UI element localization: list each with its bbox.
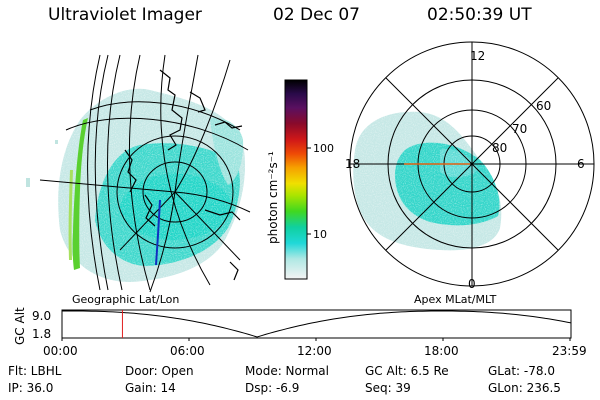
mlat-label-60: 60 xyxy=(536,99,551,113)
geographic-grid xyxy=(39,54,251,293)
mlt-label-6: 6 xyxy=(577,157,585,171)
time-label: 02:50:39 UT xyxy=(427,5,532,25)
door-readout: Door: Open xyxy=(125,364,194,378)
mode-readout: Mode: Normal xyxy=(245,364,329,378)
left-speck xyxy=(26,178,30,187)
glat-readout: GLat: -78.0 xyxy=(488,364,555,378)
colorbar-tick-10: 10 xyxy=(313,228,327,241)
altitude-timeline: GC Alt 9.0 1.8 xyxy=(13,307,572,345)
timeline-xtick: 06:00 xyxy=(170,344,205,358)
magnetic-polar-plot: 12 18 6 0 60 70 80 xyxy=(345,41,595,291)
colorbar-tick-100: 100 xyxy=(313,142,334,155)
polar-grid xyxy=(349,41,595,287)
instrument-title: Ultraviolet Imager xyxy=(48,5,202,25)
dsp-readout: Dsp: -6.9 xyxy=(245,381,300,395)
ip-readout: IP: 36.0 xyxy=(8,381,54,395)
timeline-ytick-max: 9.0 xyxy=(32,309,51,323)
magnetic-map-label: Apex MLat/MLT xyxy=(414,293,497,306)
geographic-map xyxy=(26,54,251,293)
mlat-label-80: 80 xyxy=(492,141,507,155)
mlt-label-12: 12 xyxy=(470,49,485,63)
coastlines xyxy=(124,69,243,281)
timeline-xtick: 23:59 xyxy=(552,344,587,358)
altitude-curve xyxy=(62,310,572,338)
timeline-xtick: 18:00 xyxy=(424,344,459,358)
gain-readout: Gain: 14 xyxy=(125,381,176,395)
colorbar-label: photon cm⁻²s⁻¹ xyxy=(266,151,280,244)
mlt-label-18: 18 xyxy=(345,157,360,171)
terminator-line xyxy=(155,199,161,266)
gc-alt-readout: GC Alt: 6.5 Re xyxy=(365,364,449,378)
mlat-label-70: 70 xyxy=(512,122,527,136)
mlt-label-0: 0 xyxy=(468,277,476,291)
geographic-map-label: Geographic Lat/Lon xyxy=(72,293,180,306)
colorbar: 100 10 photon cm⁻²s⁻¹ xyxy=(266,79,334,280)
timeline-xtick: 12:00 xyxy=(297,344,332,358)
right-aurora-image xyxy=(350,100,510,260)
timeline-ylabel: GC Alt xyxy=(13,307,27,345)
date-label: 02 Dec 07 xyxy=(273,5,360,25)
colorbar-scale xyxy=(284,79,308,280)
timeline-xtick: 00:00 xyxy=(43,344,78,358)
left-speck xyxy=(55,140,58,144)
glon-readout: GLon: 236.5 xyxy=(488,381,561,395)
filter-readout: Flt: LBHL xyxy=(8,364,62,378)
left-aurora-image xyxy=(42,57,250,287)
timeline-ytick-min: 1.8 xyxy=(32,327,51,341)
sequence-readout: Seq: 39 xyxy=(365,381,411,395)
